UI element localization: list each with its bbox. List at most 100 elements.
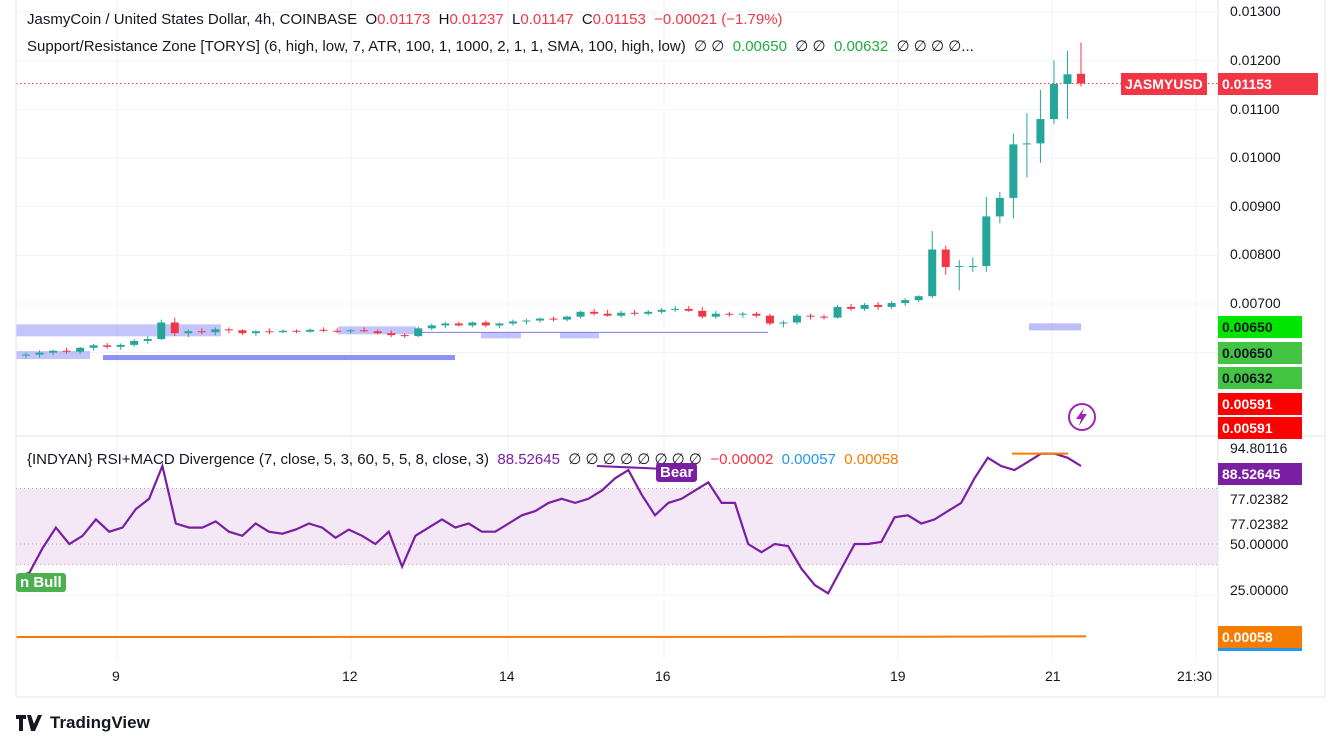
- candle-body: [1077, 73, 1085, 84]
- candle-body: [197, 331, 206, 333]
- candle-body: [1009, 144, 1018, 198]
- candle-body: [671, 308, 680, 310]
- low-label: L: [512, 11, 521, 28]
- indicator2-legend[interactable]: {INDYAN} RSI+MACD Divergence (7, close, …: [27, 450, 898, 470]
- candle-body: [914, 296, 923, 301]
- rsi-tick: 50.00000: [1230, 536, 1289, 552]
- price-tick: 0.00900: [1230, 198, 1281, 214]
- candle-body: [481, 322, 490, 326]
- candle-body: [847, 306, 856, 309]
- macd-series: [16, 635, 1086, 638]
- candle-body: [170, 322, 179, 334]
- candle-body: [535, 318, 544, 321]
- rsi-tick: 25.00000: [1230, 582, 1289, 598]
- close-label: C: [581, 11, 593, 28]
- indicator2-macd: −0.00002: [710, 451, 774, 468]
- candle-body: [89, 345, 98, 348]
- macd-line: [16, 635, 1086, 638]
- time-tick: 14: [499, 668, 515, 684]
- indicator1-legend[interactable]: Support/Resistance Zone [TORYS] (6, high…: [27, 37, 974, 57]
- zone-b-tag: 0.00632: [1218, 367, 1302, 389]
- candle-body: [982, 216, 991, 267]
- candle-body: [1063, 74, 1072, 85]
- candle-body: [224, 329, 233, 331]
- candle-body: [698, 310, 707, 317]
- candle-body: [441, 323, 450, 326]
- resistance-zone: [481, 332, 521, 339]
- tradingview-logo-icon: [16, 715, 42, 731]
- time-tick: 16: [655, 668, 671, 684]
- price-tick: 0.00800: [1230, 246, 1281, 262]
- rsi-tick: 77.02382: [1230, 516, 1289, 532]
- candle-body: [779, 322, 788, 324]
- candles: [22, 42, 1085, 359]
- price-tick: 0.01000: [1230, 149, 1281, 165]
- candle-body: [928, 249, 937, 297]
- time-tick: 21: [1045, 668, 1061, 684]
- zone-c-tag: 0.00591: [1218, 393, 1302, 415]
- candle-body: [644, 311, 653, 314]
- resistance-zone: [338, 326, 416, 335]
- candle-body: [468, 322, 477, 326]
- candle-body: [1049, 84, 1058, 120]
- candle-body: [292, 330, 301, 332]
- rsi-overbought-band: [16, 488, 1218, 565]
- candle-body: [35, 352, 44, 355]
- time-tick: 9: [112, 668, 120, 684]
- rsi-series: [15, 452, 1082, 595]
- candle-body: [387, 333, 396, 336]
- time-tick: 21:30: [1177, 668, 1213, 684]
- candle-body: [617, 312, 626, 316]
- macd-value-tag: 0.00058: [1218, 626, 1302, 651]
- candle-body: [1036, 119, 1045, 144]
- candle-body: [1022, 143, 1031, 145]
- candle-body: [833, 306, 842, 318]
- candle-body: [522, 320, 531, 322]
- time-tick: 12: [342, 668, 358, 684]
- price-tick: 0.00700: [1230, 295, 1281, 311]
- open-value: 0.01173: [377, 11, 431, 28]
- candle-body: [752, 313, 761, 316]
- candle-body: [414, 328, 423, 337]
- candle-body: [238, 330, 247, 334]
- change-value: −0.00021 (−1.79%): [654, 11, 783, 28]
- zone-d-tag: 0.00591: [1218, 417, 1302, 439]
- rsi-band: [16, 488, 1218, 596]
- symbol-tag: JASMYUSD: [1121, 73, 1207, 95]
- candle-body: [265, 331, 274, 333]
- candle-body: [603, 313, 612, 316]
- last-price-tag: 0.01153: [1218, 73, 1318, 95]
- indicator1-na3: ∅ ∅ ∅ ∅...: [896, 38, 974, 55]
- candle-body: [995, 197, 1004, 217]
- candle-body: [549, 318, 558, 320]
- candle-body: [400, 335, 409, 337]
- price-tick: 0.01300: [1230, 3, 1281, 19]
- rsi-tick: 94.80116: [1230, 440, 1288, 456]
- candle-body: [346, 330, 355, 332]
- rsi-value-tag: 88.52645: [1218, 463, 1302, 485]
- candle-body: [901, 300, 910, 304]
- low-value: 0.01147: [520, 11, 574, 28]
- bull-badge: n Bull: [16, 573, 66, 592]
- candle-body: [590, 311, 599, 314]
- candle-body: [103, 345, 112, 347]
- candle-body: [306, 329, 315, 332]
- candle-body: [251, 331, 260, 334]
- indicator2-title: {INDYAN} RSI+MACD Divergence (7, close, …: [27, 451, 490, 468]
- candle-body: [792, 315, 801, 323]
- close-value: 0.01153: [592, 11, 646, 28]
- candle-body: [563, 316, 572, 320]
- candle-body: [887, 303, 896, 307]
- brand-name: TradingView: [50, 713, 150, 732]
- candle-body: [454, 323, 463, 326]
- tradingview-logo[interactable]: TradingView: [16, 713, 150, 733]
- indicator2-hist: 0.00058: [844, 451, 899, 468]
- candle-body: [968, 266, 977, 268]
- indicator1-na1: ∅ ∅: [694, 38, 725, 55]
- candle-body: [373, 331, 382, 334]
- candle-body: [765, 315, 774, 324]
- flash-icon[interactable]: [1067, 402, 1097, 432]
- candle-body: [333, 330, 342, 332]
- price-tick: 0.01200: [1230, 52, 1281, 68]
